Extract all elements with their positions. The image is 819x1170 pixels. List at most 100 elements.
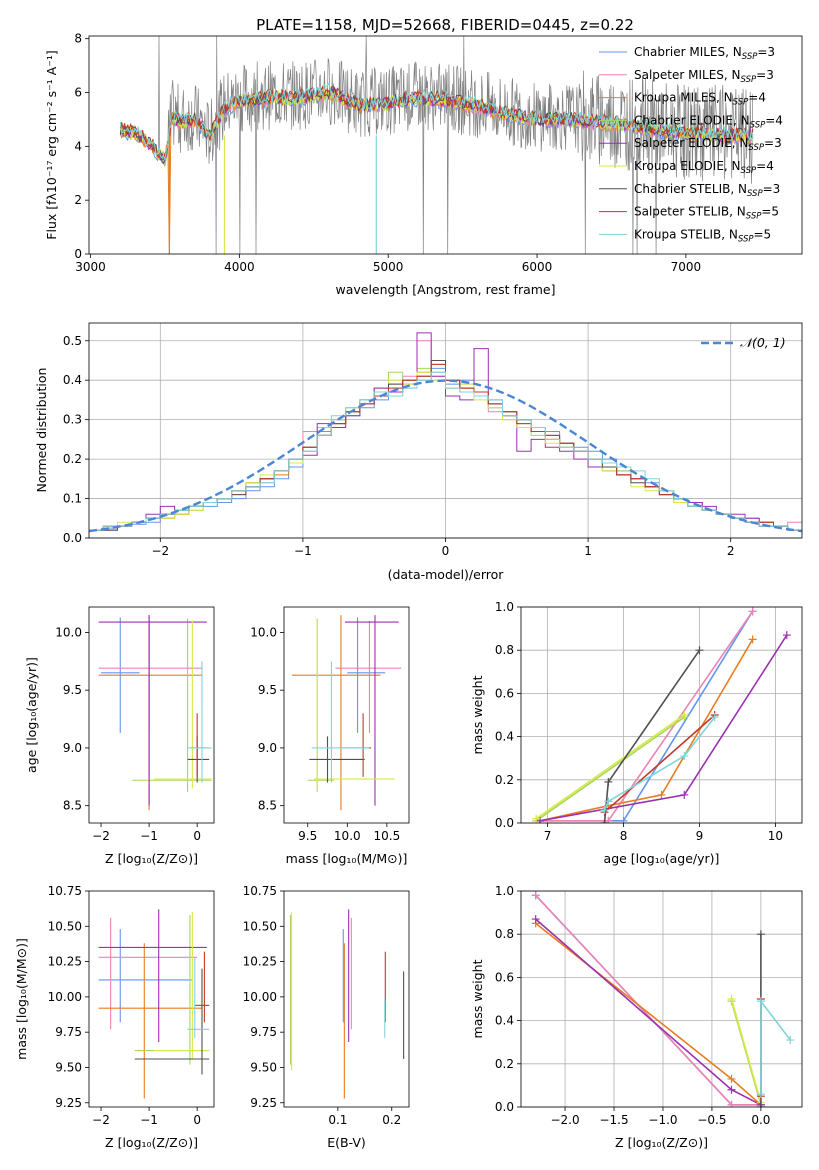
- x-tick-label: 0.2: [382, 1113, 401, 1127]
- x-axis-label: Z [log₁₀(Z/Z⊙)]: [615, 1135, 708, 1150]
- mass-vs-ebv-panel: 0.1 0.2 9.25 9.50 9.75 10.00 10.25 10.50 10.75 E(…: [243, 884, 410, 1150]
- x-tick-label: −2.0: [550, 1113, 579, 1127]
- axes-frame: [283, 606, 410, 824]
- y-tick-label: 0.4: [495, 730, 514, 744]
- axes-frame: [520, 890, 803, 1108]
- y-tick-label: 10.50: [48, 919, 82, 933]
- x-tick-label: 2: [727, 544, 735, 558]
- y-tick-label: 0.0: [495, 816, 514, 830]
- x-tick-label: 10.5: [373, 829, 400, 843]
- mass-vs-ebv-plot-area: [289, 909, 405, 1099]
- y-tick-label: 9.50: [250, 1060, 277, 1074]
- weight-line: [730, 998, 762, 1103]
- weight-marker: [531, 915, 540, 924]
- x-tick-label: 8: [620, 829, 628, 843]
- x-tick-label: 10: [768, 829, 783, 843]
- axes-frame: [88, 606, 215, 824]
- y-tick-label: 9.75: [250, 1025, 277, 1039]
- y-tick-label: 0.0: [495, 1100, 514, 1114]
- y-tick-label: 0.3: [63, 413, 82, 427]
- y-tick-label: 1.0: [495, 600, 514, 614]
- y-tick-label: 10.0: [55, 625, 82, 639]
- y-tick-label: 10.75: [243, 884, 277, 898]
- age-vs-Z-panel: −2 −1 0 8.5 9.0 9.5 10.0 Z [log₁₀(Z/Z⊙)] age [lo…: [24, 606, 215, 866]
- y-tick-label: 10.00: [243, 990, 277, 1004]
- x-tick-label: 9: [696, 829, 704, 843]
- x-tick-label: −1: [294, 544, 312, 558]
- y-axis-label: Normed distribution: [34, 368, 49, 493]
- observed-spectrum-line: [119, 36, 753, 254]
- x-tick-label: 9.5: [298, 829, 317, 843]
- residuals-panel: −2 −1 0 1 2 0.0 0.1 0.2 0.3 0.4 0.5 (data-model)/er…: [34, 322, 803, 582]
- x-tick-label: 0.0: [751, 1113, 770, 1127]
- y-tick-label: 0.8: [495, 643, 514, 657]
- x-tick-label: 3000: [75, 260, 106, 274]
- x-axis-label: mass [log₁₀(M/M⊙)]: [286, 851, 408, 866]
- x-axis-label: Z [log₁₀(Z/Z⊙)]: [105, 1135, 198, 1150]
- gaussian-curve: [89, 379, 802, 533]
- weight-vs-Z-plot-area: [531, 891, 795, 1107]
- legend-entry: Kroupa STELIB, NSSP=5: [634, 227, 771, 244]
- axes-frame: [88, 890, 215, 1108]
- model-spectrum-line: [119, 82, 754, 161]
- x-axis-label: Z [log₁₀(Z/Z⊙)]: [105, 851, 198, 866]
- x-axis-label: (data-model)/error: [388, 567, 505, 582]
- weight-marker: [782, 631, 791, 640]
- y-tick-label: 2: [74, 193, 82, 207]
- axes-frame: [283, 890, 410, 1108]
- y-tick-label: 0.1: [63, 492, 82, 506]
- x-tick-label: −2: [92, 829, 110, 843]
- y-axis-label: mass weight: [470, 675, 485, 754]
- weight-line: [535, 716, 685, 822]
- x-tick-label: 7: [544, 829, 552, 843]
- x-tick-label: 7000: [671, 260, 702, 274]
- x-tick-label: 10.0: [334, 829, 361, 843]
- legend-entry: Chabrier STELIB, NSSP=3: [634, 182, 780, 199]
- y-tick-label: 0.2: [63, 452, 82, 466]
- mass-vs-Z-panel: −2 −1 0 9.25 9.50 9.75 10.00 10.25 10.50 10.75 Z […: [14, 884, 215, 1150]
- weight-marker: [604, 816, 613, 823]
- weight-vs-Z-panel: −2.0 −1.5 −1.0 −0.5 0.0 0.0 0.2 0.4 0.6 0.8 1.0 Z […: [470, 884, 803, 1150]
- spectrum-panel: 3000 4000 5000 6000 7000 0 2 4 6 8 wavelength [Ang…: [44, 32, 803, 297]
- y-tick-label: 6: [74, 86, 82, 100]
- weight-line: [535, 714, 685, 820]
- y-axis-label: mass weight: [470, 959, 485, 1038]
- x-tick-label: 0: [442, 544, 450, 558]
- weight-marker: [680, 711, 689, 719]
- weight-marker: [756, 997, 765, 1006]
- weight-marker: [695, 646, 704, 655]
- y-tick-label: 1.0: [495, 884, 514, 898]
- weight-vs-age-plot-area: [532, 607, 791, 823]
- weight-marker: [756, 930, 765, 939]
- x-tick-label: 6000: [522, 260, 553, 274]
- y-tick-label: 8.5: [63, 799, 82, 813]
- y-axis-label: age [log₁₀(age/yr)]: [24, 657, 39, 773]
- x-tick-label: 5000: [373, 260, 404, 274]
- y-tick-label: 9.0: [258, 741, 277, 755]
- legend-entry: Kroupa MILES, NSSP=4: [634, 91, 766, 108]
- weight-marker: [710, 713, 719, 722]
- y-tick-label: 0.8: [495, 927, 514, 941]
- weight-marker: [727, 1085, 736, 1094]
- weight-marker: [727, 995, 736, 1003]
- weight-marker: [756, 1103, 765, 1107]
- axes-frame: [88, 322, 803, 539]
- legend-entry: Salpeter MILES, NSSP=3: [634, 68, 774, 85]
- y-tick-label: 9.25: [250, 1096, 277, 1110]
- weight-line: [603, 716, 716, 811]
- y-tick-label: 9.0: [63, 741, 82, 755]
- x-tick-label: −2: [92, 1113, 110, 1127]
- mass-vs-Z-plot-area: [98, 909, 210, 1099]
- y-axis-label: Flux [fλ10⁻¹⁷ erg cm⁻² s⁻¹ A⁻¹]: [44, 50, 59, 239]
- y-axis-label: mass [log₁₀(M/M⊙)]: [14, 938, 29, 1060]
- weight-vs-age-panel: 7 8 9 10 0.0 0.2 0.4 0.6 0.8 1.0 age [log₁₀(age/yr…: [470, 600, 803, 866]
- x-tick-label: −0.5: [697, 1113, 726, 1127]
- y-tick-label: 0.4: [495, 1014, 514, 1028]
- y-tick-label: 10.50: [243, 919, 277, 933]
- x-axis-label: E(B-V): [327, 1135, 366, 1150]
- x-tick-label: −1.0: [648, 1113, 677, 1127]
- y-tick-label: 0.6: [495, 970, 514, 984]
- weight-marker: [604, 797, 613, 806]
- x-tick-label: −1: [140, 829, 158, 843]
- histogram-step: [89, 371, 802, 538]
